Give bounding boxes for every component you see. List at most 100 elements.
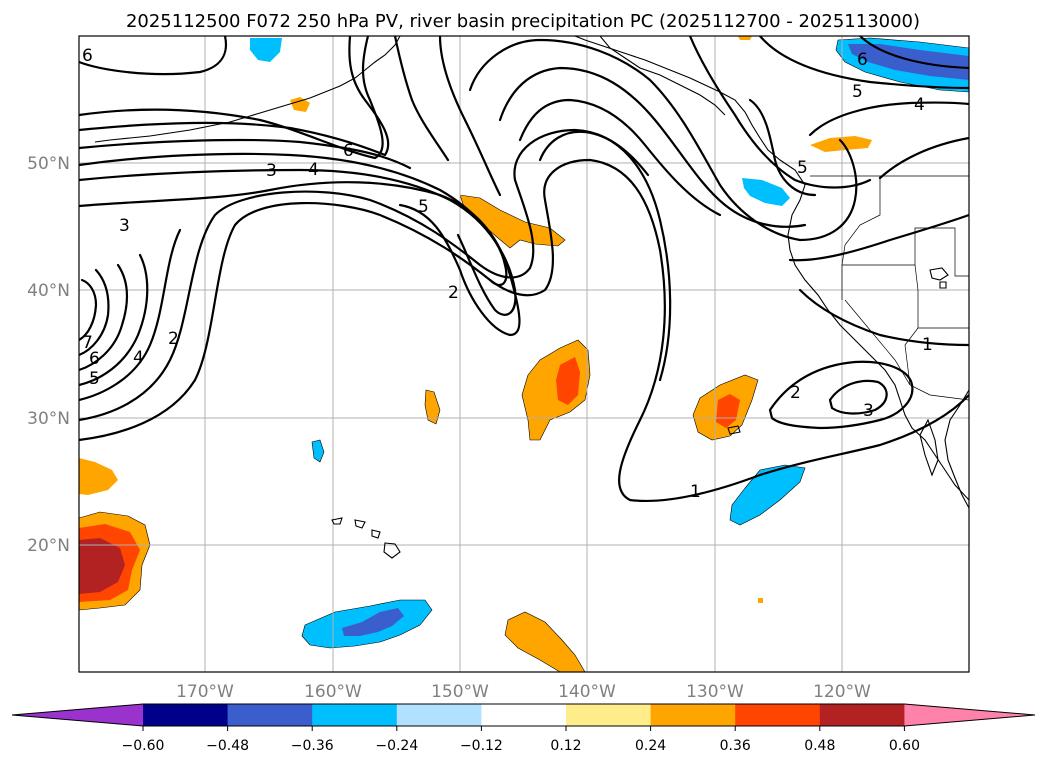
lat-label: 20°N [27, 536, 70, 556]
pv-contour [828, 379, 888, 415]
map-frame [78, 35, 970, 673]
precip-patch-positive [290, 97, 310, 112]
lon-label: 120°W [813, 682, 871, 702]
pv-contour [518, 98, 722, 217]
pv-contour [808, 101, 969, 137]
precip-patch-positive [79, 458, 118, 495]
colorbar-tick-label: −0.60 [122, 738, 165, 754]
precip-patch-negative [848, 44, 969, 80]
contour-label: 6 [89, 349, 100, 369]
precip-patch-positive [556, 357, 580, 405]
pv-contour [79, 152, 508, 287]
lon-label: 160°W [304, 682, 362, 702]
precip-patch-negative [311, 439, 325, 463]
pv-contour [468, 38, 858, 242]
precip-patch-positive [716, 394, 740, 428]
contour-label: 4 [308, 160, 319, 180]
colorbar-segment [566, 704, 652, 726]
pv-contour [79, 278, 98, 342]
lon-label: 140°W [558, 682, 616, 702]
contour-label: 5 [852, 82, 863, 102]
colorbar-tick-label: −0.12 [460, 738, 503, 754]
colorbar-tick-label: −0.24 [375, 738, 418, 754]
precip-patch-positive [810, 136, 872, 152]
pv-contour [858, 36, 969, 70]
lon-label: 150°W [431, 682, 489, 702]
pv-contour [79, 36, 384, 160]
colorbar-tick-label: 0.36 [720, 738, 751, 754]
pv-contours [79, 36, 969, 503]
colorbar-segment [396, 704, 482, 726]
precip-patch-negative [729, 464, 806, 526]
contour-label: 6 [82, 46, 93, 66]
pv-contour [748, 98, 817, 197]
colorbar-segment [735, 704, 821, 726]
pv-contour [688, 36, 872, 189]
precip-patch-positive [79, 538, 125, 594]
colorbar-tick-label: −0.48 [206, 738, 249, 754]
pv-contour [758, 36, 969, 90]
precip-patch-positive [738, 36, 752, 40]
precip-patch-positive [758, 598, 763, 603]
colorbar-extend-low [12, 704, 143, 726]
pv-contour [79, 268, 110, 357]
longitude-labels: 170°W 160°W 150°W 140°W 130°W 120°W [176, 682, 871, 702]
lon-label: 170°W [176, 682, 234, 702]
contour-label: 7 [82, 333, 93, 353]
colorbar-segment [819, 704, 905, 726]
colorbar-tick-label: 0.12 [550, 738, 581, 754]
contour-label: 3 [266, 161, 277, 181]
pv-contour-labels: 6 5 4 6 3 4 6 5 3 2 7 6 5 4 2 1 2 3 1 5 [82, 46, 933, 502]
pv-contour [79, 36, 227, 76]
colorbar-tick-label: 0.24 [635, 738, 666, 754]
latitude-labels: 50°N 40°N 30°N 20°N [27, 154, 70, 556]
colorbar-segment [312, 704, 398, 726]
contour-label: 1 [690, 482, 701, 502]
pv-contour [498, 66, 807, 228]
pv-contour [393, 36, 450, 162]
map-area: 6 5 4 6 3 4 6 5 3 2 7 6 5 4 2 1 2 3 1 5 [79, 36, 969, 672]
contour-label: 2 [168, 329, 179, 349]
precip-patch-positive [504, 611, 586, 672]
colorbar-segment [227, 704, 313, 726]
pv-contour [79, 138, 412, 170]
lat-label: 30°N [27, 409, 70, 429]
pv-contour [788, 213, 969, 262]
colorbar-segment [650, 704, 736, 726]
contour-label: 5 [418, 197, 429, 217]
precip-patch-negative [250, 38, 282, 62]
pv-contour [798, 288, 969, 347]
pv-contour [768, 360, 914, 430]
lat-label: 40°N [27, 281, 70, 301]
pv-contour [79, 128, 672, 422]
colorbar-tick-label: 0.60 [889, 738, 920, 754]
pv-contour [79, 228, 182, 402]
pv-contour [79, 253, 149, 387]
pv-contour [79, 168, 517, 316]
contour-label: 5 [797, 158, 808, 178]
contour-label: 3 [863, 401, 874, 421]
contour-label: 6 [343, 141, 354, 161]
colorbar-tick-label: 0.48 [804, 738, 835, 754]
coastlines [94, 36, 969, 559]
precip-patch-positive [424, 389, 441, 425]
map-title: 2025112500 F072 250 hPa PV, river basin … [126, 11, 920, 32]
colorbar-extend-high [904, 704, 1035, 726]
contour-label: 5 [89, 369, 100, 389]
contour-label: 6 [857, 50, 868, 70]
precipitation-field [79, 36, 969, 672]
contour-label: 4 [914, 95, 925, 115]
pv-contour [438, 36, 502, 197]
colorbar: −0.60 −0.48 −0.36 −0.24 −0.12 0.12 0.24 0.36 0.4… [11, 703, 1036, 754]
pv-contour [79, 263, 129, 372]
contour-label: 2 [448, 283, 459, 303]
contour-label: 4 [133, 348, 144, 368]
precip-patch-negative [742, 178, 790, 206]
lon-label: 130°W [686, 682, 744, 702]
lat-label: 50°N [27, 154, 70, 174]
contour-label: 1 [922, 335, 933, 355]
contour-label: 3 [119, 216, 130, 236]
contour-label: 2 [790, 383, 801, 403]
colorbar-segment [481, 704, 567, 726]
